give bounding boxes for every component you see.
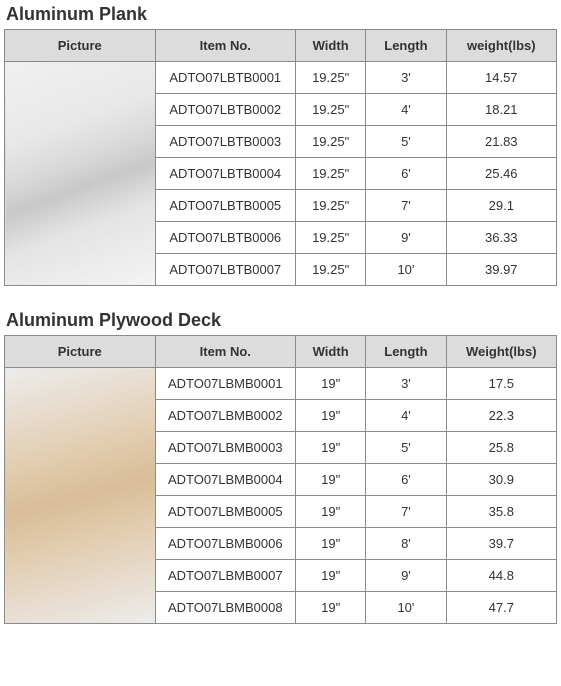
column-header: Picture bbox=[5, 30, 156, 62]
cell-item: ADTO07LBMB0008 bbox=[155, 592, 296, 624]
cell-length: 6' bbox=[366, 158, 446, 190]
column-header: Weight(lbs) bbox=[446, 336, 556, 368]
cell-length: 5' bbox=[366, 126, 446, 158]
column-header: Length bbox=[366, 30, 446, 62]
cell-length: 6' bbox=[366, 464, 446, 496]
cell-width: 19.25" bbox=[296, 254, 366, 286]
cell-width: 19.25" bbox=[296, 222, 366, 254]
cell-width: 19" bbox=[296, 432, 366, 464]
cell-width: 19" bbox=[296, 496, 366, 528]
cell-width: 19.25" bbox=[296, 158, 366, 190]
column-header: Picture bbox=[5, 336, 156, 368]
cell-weight: 39.97 bbox=[446, 254, 556, 286]
cell-width: 19" bbox=[296, 592, 366, 624]
cell-item: ADTO07LBMB0001 bbox=[155, 368, 296, 400]
cell-length: 8' bbox=[366, 528, 446, 560]
product-section: Aluminum Plywood Deck PictureItem No.Widt… bbox=[4, 310, 557, 624]
cell-weight: 35.8 bbox=[446, 496, 556, 528]
cell-weight: 25.8 bbox=[446, 432, 556, 464]
cell-width: 19" bbox=[296, 464, 366, 496]
cell-width: 19.25" bbox=[296, 126, 366, 158]
cell-width: 19.25" bbox=[296, 190, 366, 222]
cell-weight: 18.21 bbox=[446, 94, 556, 126]
table-row: ADTO07LBMB000119"3'17.5 bbox=[5, 368, 557, 400]
cell-item: ADTO07LBTB0006 bbox=[155, 222, 296, 254]
cell-width: 19.25" bbox=[296, 94, 366, 126]
cell-weight: 47.7 bbox=[446, 592, 556, 624]
cell-length: 5' bbox=[366, 432, 446, 464]
cell-length: 3' bbox=[366, 62, 446, 94]
column-header: Width bbox=[296, 336, 366, 368]
column-header: Width bbox=[296, 30, 366, 62]
cell-item: ADTO07LBMB0003 bbox=[155, 432, 296, 464]
table-row: ADTO07LBTB000119.25"3'14.57 bbox=[5, 62, 557, 94]
cell-item: ADTO07LBMB0006 bbox=[155, 528, 296, 560]
cell-item: ADTO07LBTB0001 bbox=[155, 62, 296, 94]
product-section: Aluminum Plank PictureItem No.WidthLength… bbox=[4, 4, 557, 286]
cell-length: 4' bbox=[366, 94, 446, 126]
section-title: Aluminum Plank bbox=[6, 4, 557, 25]
cell-width: 19" bbox=[296, 560, 366, 592]
cell-item: ADTO07LBMB0002 bbox=[155, 400, 296, 432]
cell-length: 10' bbox=[366, 592, 446, 624]
cell-item: ADTO07LBMB0004 bbox=[155, 464, 296, 496]
cell-length: 4' bbox=[366, 400, 446, 432]
column-header: Item No. bbox=[155, 30, 296, 62]
product-picture-cell bbox=[5, 368, 156, 624]
column-header: Item No. bbox=[155, 336, 296, 368]
cell-weight: 30.9 bbox=[446, 464, 556, 496]
cell-weight: 21.83 bbox=[446, 126, 556, 158]
cell-weight: 39.7 bbox=[446, 528, 556, 560]
cell-length: 7' bbox=[366, 190, 446, 222]
cell-item: ADTO07LBTB0004 bbox=[155, 158, 296, 190]
cell-width: 19" bbox=[296, 528, 366, 560]
cell-weight: 44.8 bbox=[446, 560, 556, 592]
column-header: weight(lbs) bbox=[446, 30, 556, 62]
cell-item: ADTO07LBTB0005 bbox=[155, 190, 296, 222]
cell-weight: 17.5 bbox=[446, 368, 556, 400]
cell-item: ADTO07LBTB0007 bbox=[155, 254, 296, 286]
cell-width: 19.25" bbox=[296, 62, 366, 94]
cell-width: 19" bbox=[296, 368, 366, 400]
cell-item: ADTO07LBTB0002 bbox=[155, 94, 296, 126]
cell-item: ADTO07LBMB0007 bbox=[155, 560, 296, 592]
cell-weight: 29.1 bbox=[446, 190, 556, 222]
cell-length: 3' bbox=[366, 368, 446, 400]
cell-length: 10' bbox=[366, 254, 446, 286]
section-title: Aluminum Plywood Deck bbox=[6, 310, 557, 331]
cell-item: ADTO07LBMB0005 bbox=[155, 496, 296, 528]
column-header: Length bbox=[366, 336, 446, 368]
cell-length: 9' bbox=[366, 560, 446, 592]
cell-length: 7' bbox=[366, 496, 446, 528]
product-table: PictureItem No.WidthLengthweight(lbs)ADT… bbox=[4, 29, 557, 286]
cell-weight: 22.3 bbox=[446, 400, 556, 432]
product-table: PictureItem No.WidthLengthWeight(lbs)ADT… bbox=[4, 335, 557, 624]
cell-weight: 36.33 bbox=[446, 222, 556, 254]
cell-weight: 14.57 bbox=[446, 62, 556, 94]
cell-weight: 25.46 bbox=[446, 158, 556, 190]
cell-length: 9' bbox=[366, 222, 446, 254]
cell-width: 19" bbox=[296, 400, 366, 432]
product-picture-cell bbox=[5, 62, 156, 286]
cell-item: ADTO07LBTB0003 bbox=[155, 126, 296, 158]
